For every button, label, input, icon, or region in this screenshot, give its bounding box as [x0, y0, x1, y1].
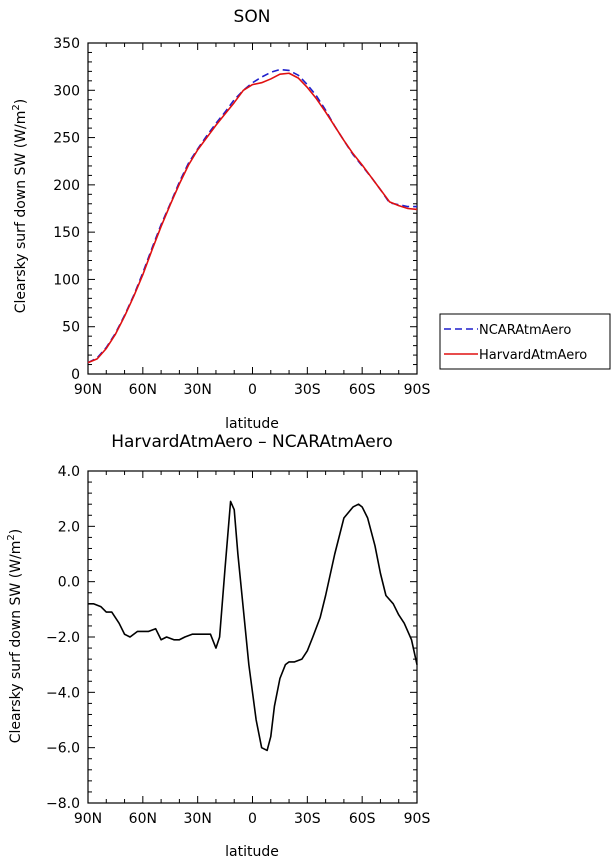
- top-series-line-ncaratmaero: [87, 68, 417, 364]
- bottom-y-tick-label: 2.0: [58, 519, 80, 535]
- bottom-series-line-difference: [88, 500, 418, 752]
- legend: NCARAtmAero HarvardAtmAero: [439, 313, 611, 370]
- legend-label-ncar: NCARAtmAero: [479, 323, 571, 338]
- top-x-tick-label: 30S: [294, 382, 321, 398]
- top-y-tick-label: 150: [53, 225, 80, 241]
- top-chart-panel: SON 90N 60N 30N 0 30S 60S 90S 0 50 100 150 200 250 30…: [11, 7, 611, 432]
- top-y-tick-label: 0: [71, 367, 80, 383]
- top-x-tick-label: 60S: [349, 382, 376, 398]
- top-y-axis-label-sup: 2: [11, 104, 22, 110]
- bottom-x-tick-label: 90N: [74, 811, 102, 827]
- bottom-x-tick-label: 30S: [294, 811, 321, 827]
- top-y-axis-label-main: Clearsky surf down SW (W/m: [13, 111, 29, 314]
- bottom-chart-title: HarvardAtmAero – NCARAtmAero: [111, 432, 393, 452]
- top-x-tick-label: 90N: [74, 382, 102, 398]
- top-x-tick-label: 30N: [184, 382, 212, 398]
- top-plot-area: 90N 60N 30N 0 30S 60S 90S 0 50 100 150 200 250 300 350: [53, 36, 430, 398]
- bottom-x-tick-label: 60S: [349, 811, 376, 827]
- bottom-y-axis-label-main: Clearsky surf down SW (W/m: [8, 541, 24, 744]
- bottom-x-tick-label: 90S: [404, 811, 431, 827]
- top-plot-frame: [87, 42, 418, 375]
- bottom-y-tick-label: −4.0: [46, 685, 80, 701]
- top-x-axis-label: latitude: [225, 416, 279, 432]
- top-x-tick-label: 0: [248, 382, 257, 398]
- bottom-x-tick-label: 60N: [129, 811, 157, 827]
- top-y-axis-label-end: ): [13, 99, 29, 104]
- top-x-tick-label: 90S: [404, 382, 431, 398]
- top-y-tick-label: 200: [53, 178, 80, 194]
- top-y-tick-label: 100: [53, 272, 80, 288]
- top-x-tick-label: 60N: [129, 382, 157, 398]
- legend-label-harvard: HarvardAtmAero: [479, 348, 587, 363]
- bottom-chart-panel: HarvardAtmAero – NCARAtmAero 90N 60N 30N 0 3…: [6, 432, 430, 860]
- top-y-tick-label: 250: [53, 131, 80, 147]
- bottom-y-tick-label: −6.0: [46, 741, 80, 757]
- top-chart-title: SON: [234, 7, 271, 27]
- top-y-tick-label: 300: [53, 83, 80, 99]
- top-y-tick-label: 350: [53, 36, 80, 52]
- bottom-y-axis-label-sup: 2: [6, 534, 17, 540]
- bottom-y-tick-label: −2.0: [46, 630, 80, 646]
- top-y-axis-label: Clearsky surf down SW (W/m2): [11, 99, 29, 313]
- top-series-line-harvardatmaero: [87, 72, 418, 364]
- bottom-plot-area: 90N 60N 30N 0 30S 60S 90S −8.0 −6.0 −4.0 −2.0 0.0 2.…: [46, 464, 430, 827]
- legend-box: [439, 313, 611, 370]
- bottom-y-tick-label: 4.0: [58, 464, 80, 480]
- bottom-x-axis-label: latitude: [225, 844, 279, 860]
- bottom-y-tick-label: −8.0: [46, 796, 80, 812]
- bottom-x-tick-label: 0: [248, 811, 257, 827]
- top-y-tick-label: 50: [62, 320, 80, 336]
- bottom-y-axis-label: Clearsky surf down SW (W/m2): [6, 529, 24, 743]
- bottom-x-tick-label: 30N: [184, 811, 212, 827]
- bottom-y-tick-label: 0.0: [58, 575, 80, 591]
- bottom-y-axis-label-end: ): [8, 529, 24, 534]
